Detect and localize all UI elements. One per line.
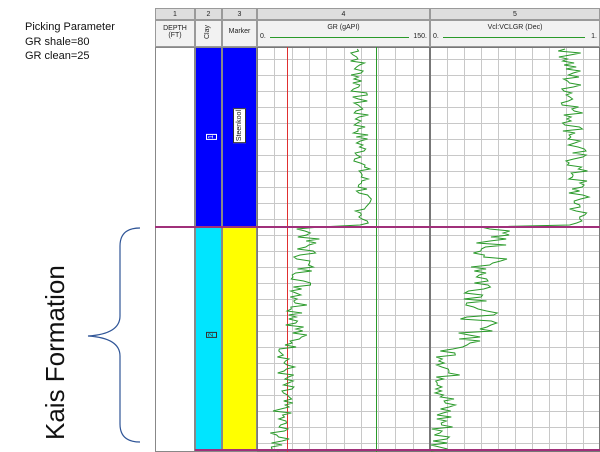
zone-1-label: 1: [206, 134, 217, 140]
clay-header: Clay: [195, 20, 222, 47]
vcl-track: [430, 47, 600, 452]
track-number-4: 4: [257, 8, 430, 20]
vcl-scale-min: 0.: [433, 33, 439, 40]
marker-steenkool-label: Steenkool: [233, 108, 246, 144]
gr-clean-parameter: GR clean=25: [25, 50, 90, 62]
zone-boundary-line: [155, 226, 600, 228]
gr-scale-max: 150.: [413, 33, 427, 40]
marker-header: Marker: [222, 20, 257, 47]
marker-zone-1: Steenkool: [222, 47, 257, 227]
track-number-2: 2: [195, 8, 222, 20]
gr-shale-parameter: GR shale=80: [25, 36, 90, 48]
clay-header-label: Clay: [204, 25, 211, 40]
vcl-scale-max: 1.: [591, 33, 597, 40]
vcl-scale-line: [443, 37, 585, 38]
vcl-curve: [430, 48, 591, 452]
gr-curve: [270, 48, 372, 452]
marker-zone-2: [222, 227, 257, 452]
depth-header-unit: (FT): [168, 32, 182, 39]
vcl-header: Vcl:VCLGR (Dec) 0. 1.: [430, 20, 600, 47]
depth-header: DEPTH (FT): [155, 20, 195, 47]
gr-header: GR (gAPI) 0. 150.: [257, 20, 430, 47]
depth-header-label: DEPTH: [163, 25, 187, 32]
formation-brace: [87, 227, 141, 443]
track-number-5: 5: [430, 8, 600, 20]
zone-2-label: 2: [206, 332, 217, 338]
clay-zone-2: 2: [195, 227, 222, 452]
gr-track: [257, 47, 430, 452]
track-number-3: 3: [222, 8, 257, 20]
picking-parameter-title: Picking Parameter: [25, 21, 115, 33]
bottom-boundary-line: [195, 449, 600, 451]
track-number-1: 1: [155, 8, 195, 20]
formation-label: Kais Formation: [40, 265, 70, 440]
gr-scale-min: 0.: [260, 33, 266, 40]
clay-zone-1: 1: [195, 47, 222, 227]
gr-scale-line: [270, 37, 409, 38]
vcl-curve-name: Vcl:VCLGR (Dec): [487, 24, 543, 31]
depth-track: [155, 47, 195, 452]
gr-curve-name: GR (gAPI): [327, 24, 360, 31]
